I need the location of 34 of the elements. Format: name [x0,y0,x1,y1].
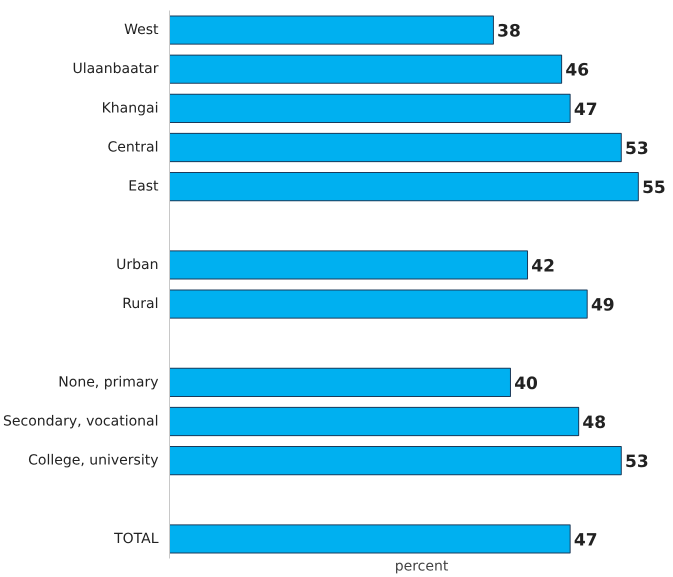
y-tick-label: Khangai [102,100,159,116]
y-tick-label: College, university [28,452,159,469]
data-label: 53 [625,452,649,472]
bar [170,54,562,84]
data-label: 49 [590,296,615,316]
y-tick-label: TOTAL [113,530,159,547]
y-tick-label: Secondary, vocational [3,414,159,430]
y-tick-label: Rural [122,296,159,312]
bar [170,524,571,554]
bar [170,250,528,280]
y-tick-label: None, primary [58,374,159,390]
data-label: 42 [531,256,555,276]
data-label: 55 [642,178,666,198]
bar [170,15,494,45]
data-label: 46 [565,60,590,81]
data-label: 38 [497,22,521,42]
y-tick-label: East [128,178,160,195]
bar [170,406,580,436]
y-tick-label: Central [108,140,159,156]
data-label: 53 [625,139,649,159]
bar [170,94,571,123]
bar [170,132,622,162]
data-label: 40 [514,374,538,394]
x-axis-title: percent [394,558,449,574]
y-tick-label: Urban [116,256,158,273]
bar [170,289,588,319]
bar [170,446,622,476]
bar [170,172,639,202]
y-tick-label: Ulaanbaatar [72,61,159,78]
data-label: 47 [574,530,598,550]
bar [170,368,511,397]
data-label: 48 [582,413,606,433]
data-label: 47 [574,100,598,120]
y-tick-label: West [124,22,160,38]
